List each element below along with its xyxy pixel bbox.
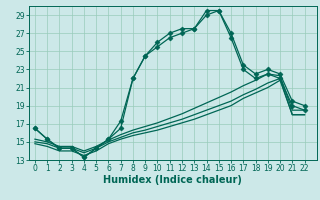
X-axis label: Humidex (Indice chaleur): Humidex (Indice chaleur) xyxy=(103,175,242,185)
